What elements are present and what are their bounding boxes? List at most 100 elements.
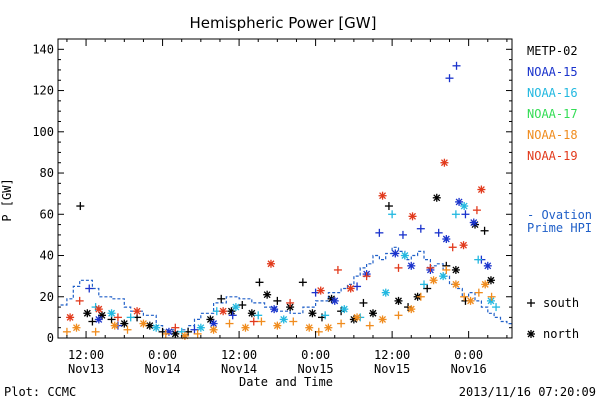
south-point xyxy=(113,313,122,322)
star-d2 xyxy=(108,309,116,317)
star-d2 xyxy=(66,313,74,321)
star-d2 xyxy=(455,198,463,206)
south-point xyxy=(420,280,429,289)
south-point xyxy=(273,296,282,305)
star-d2 xyxy=(467,297,475,305)
x-tick-label-time: 0:00 xyxy=(454,348,483,362)
north-point xyxy=(324,323,333,332)
north-point xyxy=(460,202,469,211)
plot-credit: Plot: CCMC xyxy=(4,385,76,399)
star-d2 xyxy=(487,276,495,284)
south-point xyxy=(426,263,435,272)
north-point xyxy=(469,218,478,227)
north-point xyxy=(94,305,103,314)
series-noaa-15 xyxy=(85,61,492,336)
south-point xyxy=(365,321,374,330)
star-d2 xyxy=(98,311,106,319)
south-point xyxy=(423,284,432,293)
star-d2 xyxy=(527,330,535,338)
legend-entry: NOAA-16 xyxy=(527,86,578,100)
star-d2 xyxy=(111,322,119,330)
south-point xyxy=(416,292,425,301)
x-tick-label-time: 12:00 xyxy=(374,348,410,362)
star-d2 xyxy=(273,322,281,330)
x-tick-label-time: 12:00 xyxy=(221,348,257,362)
x-tick-label-date: Nov14 xyxy=(145,362,181,376)
star-d2 xyxy=(347,285,355,292)
x-tick-label-date: Nov14 xyxy=(221,362,257,376)
north-point xyxy=(455,197,464,206)
north-point xyxy=(145,321,154,330)
x-tick-label-time: 0:00 xyxy=(148,348,177,362)
star-d2 xyxy=(481,280,489,288)
north-point xyxy=(391,249,400,258)
star-d2 xyxy=(460,241,467,249)
marker-key: south north xyxy=(527,296,579,341)
south-point xyxy=(445,74,454,83)
north-point xyxy=(481,280,490,289)
star-d2 xyxy=(331,297,339,305)
north-point xyxy=(273,321,282,330)
star-d2 xyxy=(379,192,387,200)
star-d2 xyxy=(73,324,80,332)
north-point xyxy=(206,315,215,324)
north-point xyxy=(219,307,228,316)
north-point xyxy=(486,276,495,285)
north-point xyxy=(378,191,387,200)
series-metp-02 xyxy=(76,193,495,338)
y-axis: 0 20 40 60 80 100 120 140 xyxy=(32,42,512,345)
star-d2 xyxy=(232,303,240,311)
star-d2 xyxy=(401,252,409,259)
north-point xyxy=(263,290,272,299)
north-point xyxy=(266,259,275,268)
north-point xyxy=(139,319,148,328)
marker-key-label: north xyxy=(543,327,579,341)
south-point xyxy=(442,265,451,274)
north-point xyxy=(279,315,288,324)
star-d2 xyxy=(379,315,387,323)
star-d2 xyxy=(340,305,348,313)
star-d2 xyxy=(152,324,160,332)
south-point xyxy=(472,206,481,215)
legend-entry: NOAA-18 xyxy=(527,128,578,142)
key-plus-symbol xyxy=(527,299,535,307)
south-point xyxy=(123,325,132,334)
y-tick-label: 40 xyxy=(40,249,54,263)
north-point xyxy=(439,272,448,281)
star-d2 xyxy=(206,315,214,323)
south-point xyxy=(398,230,407,239)
south-point xyxy=(388,210,397,219)
star-d2 xyxy=(487,297,495,305)
y-tick-label: 20 xyxy=(40,290,54,304)
south-point xyxy=(217,294,226,303)
south-point xyxy=(321,311,330,320)
x-tick-label-date: Nov13 xyxy=(68,362,104,376)
north-point xyxy=(459,241,468,250)
south-point xyxy=(416,224,425,233)
south-point xyxy=(434,228,443,237)
south-point xyxy=(171,323,180,332)
north-point xyxy=(83,309,92,318)
star-d2 xyxy=(452,280,460,288)
south-point xyxy=(177,327,186,336)
north-point xyxy=(451,265,460,274)
plot-frame xyxy=(57,38,513,339)
north-point xyxy=(247,309,256,318)
north-point xyxy=(66,313,75,322)
star-d2 xyxy=(263,291,271,299)
star-d2 xyxy=(407,262,415,270)
legend-entry: NOAA-19 xyxy=(527,149,578,163)
x-axis: 12:00Nov130:00Nov1412:00Nov140:00Nov1512… xyxy=(66,39,508,376)
north-point xyxy=(196,323,205,332)
star-d2 xyxy=(219,307,227,315)
north-point xyxy=(381,288,390,297)
south-point xyxy=(353,282,362,291)
star-d2 xyxy=(460,202,468,210)
south-point xyxy=(76,202,85,211)
star-d2 xyxy=(171,330,179,338)
data-points xyxy=(62,61,501,340)
x-tick-label-time: 12:00 xyxy=(68,348,104,362)
north-point xyxy=(394,296,403,305)
star-d2 xyxy=(270,305,278,313)
star-d2 xyxy=(95,305,103,313)
